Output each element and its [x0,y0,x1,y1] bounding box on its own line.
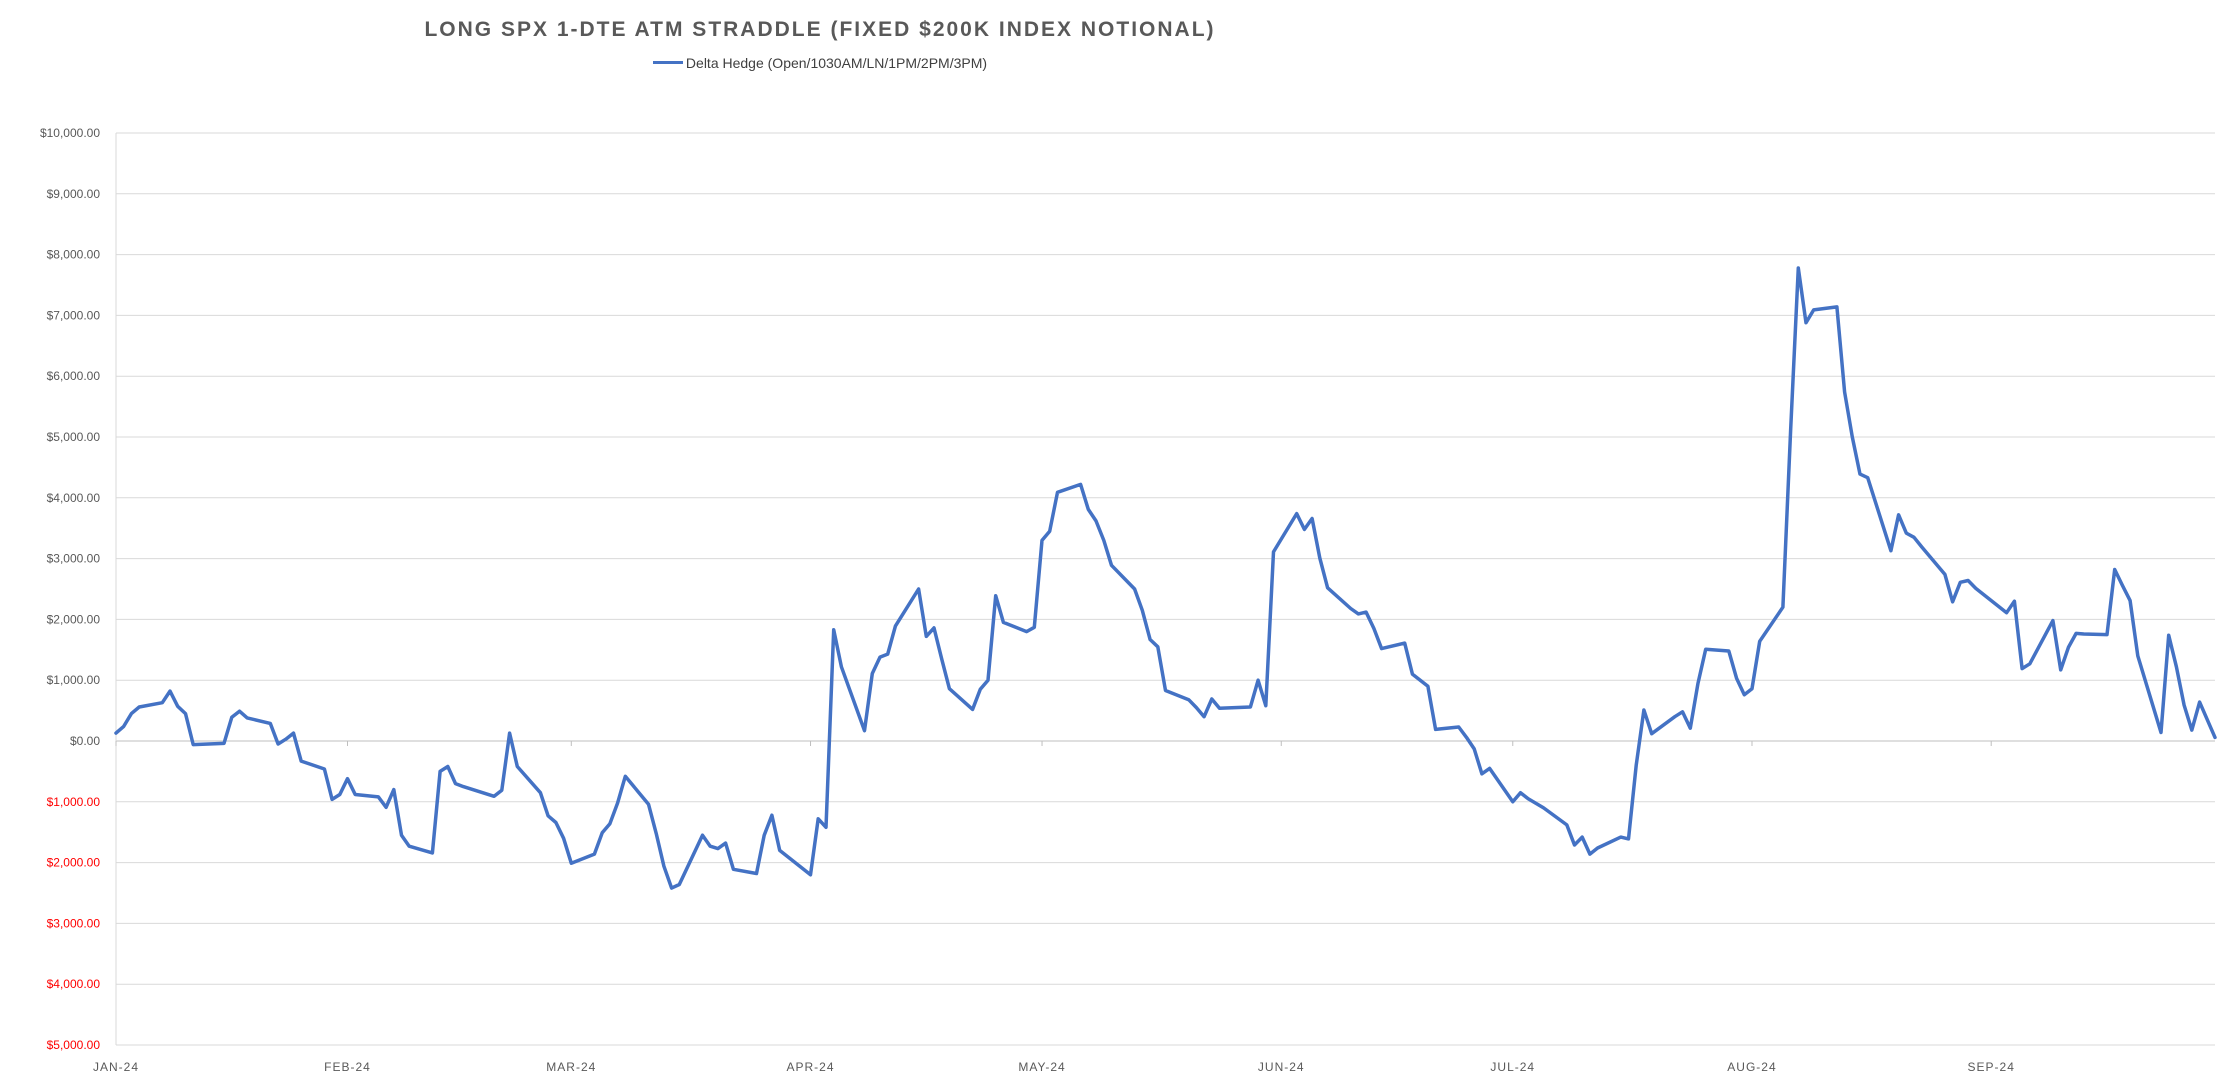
y-tick-label: $8,000.00 [47,248,101,262]
y-tick-label: $7,000.00 [47,308,101,322]
y-tick-labels: $10,000.00 $9,000.00 $8,000.00 $7,000.00 $6,… [40,126,100,1052]
y-tick-label: $1,000.00 [47,795,101,809]
x-tick-label: JAN-24 [93,1060,139,1074]
y-tick-label: $4,000.00 [47,977,101,991]
y-tick-label: $5,000.00 [47,430,101,444]
x-tick-label: JUL-24 [1490,1060,1535,1074]
series-line-delta-hedge [114,266,2217,890]
x-tick-label: FEB-24 [324,1060,371,1074]
y-tick-label: $3,000.00 [47,552,101,566]
y-tick-label: $9,000.00 [47,187,101,201]
legend-swatch [652,60,683,64]
x-tick-label: MAY-24 [1018,1060,1065,1074]
y-tick-label: $3,000.00 [47,916,101,930]
x-tick-label: AUG-24 [1727,1060,1776,1074]
x-tick-label: MAR-24 [546,1060,596,1074]
legend-label: Delta Hedge (Open/1030AM/LN/1PM/2PM/3PM) [685,55,988,71]
gridlines [116,132,2215,1046]
legend: Delta Hedge (Open/1030AM/LN/1PM/2PM/3PM) [0,55,1640,71]
x-tick-label: SEP-24 [1968,1060,2015,1074]
series-layer [114,266,2217,890]
y-tick-label: $1,000.00 [47,673,101,687]
chart-title: LONG SPX 1-DTE ATM STRADDLE (FIXED $200K… [424,18,1216,41]
x-tick-labels: JAN-24 FEB-24 MAR-24 APR-24 MAY-24 JUN-24 JUL-… [93,1060,2015,1074]
y-tick-label: $0.00 [70,734,100,748]
y-tick-label: $6,000.00 [47,369,101,383]
x-tick-label: JUN-24 [1258,1060,1305,1074]
y-tick-label: $2,000.00 [47,612,101,626]
y-tick-label: $2,000.00 [47,856,101,870]
y-tick-label: $5,000.00 [47,1038,101,1052]
x-tick-label: APR-24 [787,1060,835,1074]
y-tick-label: $10,000.00 [40,126,100,140]
y-tick-label: $4,000.00 [47,491,101,505]
axes [115,133,2215,1045]
